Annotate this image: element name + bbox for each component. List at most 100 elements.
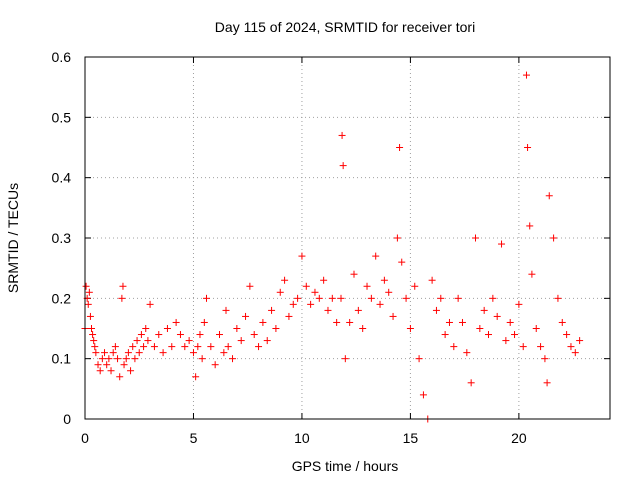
data-point bbox=[122, 355, 130, 363]
data-point bbox=[376, 300, 384, 308]
data-point bbox=[255, 343, 263, 351]
data-point bbox=[181, 343, 189, 351]
data-point bbox=[489, 294, 497, 302]
data-point bbox=[116, 373, 124, 381]
data-point bbox=[89, 331, 97, 339]
data-point bbox=[237, 337, 245, 345]
data-point bbox=[118, 294, 126, 302]
data-points bbox=[81, 71, 584, 423]
data-point bbox=[135, 349, 143, 357]
data-point bbox=[194, 343, 202, 351]
data-point bbox=[200, 318, 208, 326]
data-point bbox=[224, 343, 232, 351]
data-point bbox=[285, 312, 293, 320]
data-point bbox=[250, 331, 258, 339]
y-axis-label: SRMTID / TECUs bbox=[5, 183, 21, 293]
data-point bbox=[359, 325, 367, 332]
data-point bbox=[189, 349, 197, 357]
data-point bbox=[127, 367, 135, 375]
data-point bbox=[350, 270, 358, 278]
y-tick-label: 0.5 bbox=[52, 109, 72, 125]
data-point bbox=[437, 294, 445, 302]
data-point bbox=[107, 367, 115, 375]
data-point bbox=[159, 349, 167, 357]
data-point bbox=[142, 325, 150, 332]
data-point bbox=[511, 331, 519, 339]
data-point bbox=[207, 343, 215, 351]
data-point bbox=[485, 331, 493, 339]
data-point bbox=[389, 312, 397, 320]
data-point bbox=[196, 331, 204, 339]
data-point bbox=[372, 252, 380, 260]
data-point bbox=[101, 349, 109, 357]
data-point bbox=[528, 270, 536, 278]
y-tick-label: 0 bbox=[63, 411, 71, 427]
data-point bbox=[554, 294, 562, 302]
data-point bbox=[337, 294, 345, 302]
data-point bbox=[268, 306, 276, 314]
data-point bbox=[354, 306, 362, 314]
x-axis-label: GPS time / hours bbox=[292, 458, 399, 474]
data-point bbox=[172, 318, 180, 326]
data-point bbox=[259, 318, 267, 326]
data-point bbox=[222, 306, 230, 314]
data-point bbox=[140, 343, 148, 351]
data-point bbox=[120, 361, 128, 369]
data-point bbox=[281, 276, 289, 284]
data-point bbox=[419, 391, 427, 399]
data-point bbox=[176, 331, 184, 339]
data-point bbox=[229, 355, 237, 363]
data-point bbox=[133, 337, 141, 345]
data-point bbox=[324, 306, 332, 314]
data-point bbox=[402, 294, 410, 302]
data-point bbox=[563, 331, 571, 339]
data-point bbox=[307, 300, 315, 308]
data-point bbox=[114, 355, 122, 363]
data-point bbox=[515, 300, 523, 308]
x-tick-label: 10 bbox=[294, 430, 310, 446]
axis-ticks: 0 0.1 0.2 0.3 0.4 0.5 0.6 0 5 10 15 20 bbox=[52, 49, 610, 446]
data-point bbox=[198, 355, 206, 363]
data-point bbox=[137, 331, 145, 339]
data-point bbox=[393, 234, 401, 242]
data-point bbox=[192, 373, 200, 381]
data-point bbox=[119, 282, 127, 290]
data-point bbox=[98, 355, 106, 363]
data-point bbox=[406, 325, 414, 332]
data-point bbox=[454, 294, 462, 302]
data-point bbox=[86, 312, 94, 320]
data-point bbox=[163, 325, 171, 332]
data-point bbox=[129, 343, 137, 351]
data-point bbox=[341, 355, 349, 363]
data-point bbox=[242, 312, 250, 320]
data-point bbox=[467, 379, 475, 387]
data-point bbox=[150, 343, 158, 351]
y-tick-label: 0.6 bbox=[52, 49, 72, 65]
data-point bbox=[532, 325, 540, 332]
chart-title: Day 115 of 2024, SRMTID for receiver tor… bbox=[215, 19, 475, 35]
data-point bbox=[185, 337, 193, 345]
y-tick-label: 0.1 bbox=[52, 351, 72, 367]
data-point bbox=[502, 337, 510, 345]
data-point bbox=[567, 343, 575, 351]
data-point bbox=[328, 294, 336, 302]
data-point bbox=[522, 71, 530, 79]
data-point bbox=[493, 312, 501, 320]
data-point bbox=[92, 349, 100, 357]
data-point bbox=[506, 318, 514, 326]
data-point bbox=[476, 325, 484, 332]
data-point bbox=[526, 222, 534, 230]
data-point bbox=[543, 379, 551, 387]
data-point bbox=[320, 276, 328, 284]
data-point bbox=[576, 337, 584, 345]
data-point bbox=[541, 355, 549, 363]
x-tick-label: 5 bbox=[190, 430, 198, 446]
data-point bbox=[155, 331, 163, 339]
data-point bbox=[144, 337, 152, 345]
data-point bbox=[109, 349, 117, 357]
data-point bbox=[571, 349, 579, 357]
data-point bbox=[276, 288, 284, 296]
data-point bbox=[246, 282, 254, 290]
data-point bbox=[88, 325, 96, 332]
